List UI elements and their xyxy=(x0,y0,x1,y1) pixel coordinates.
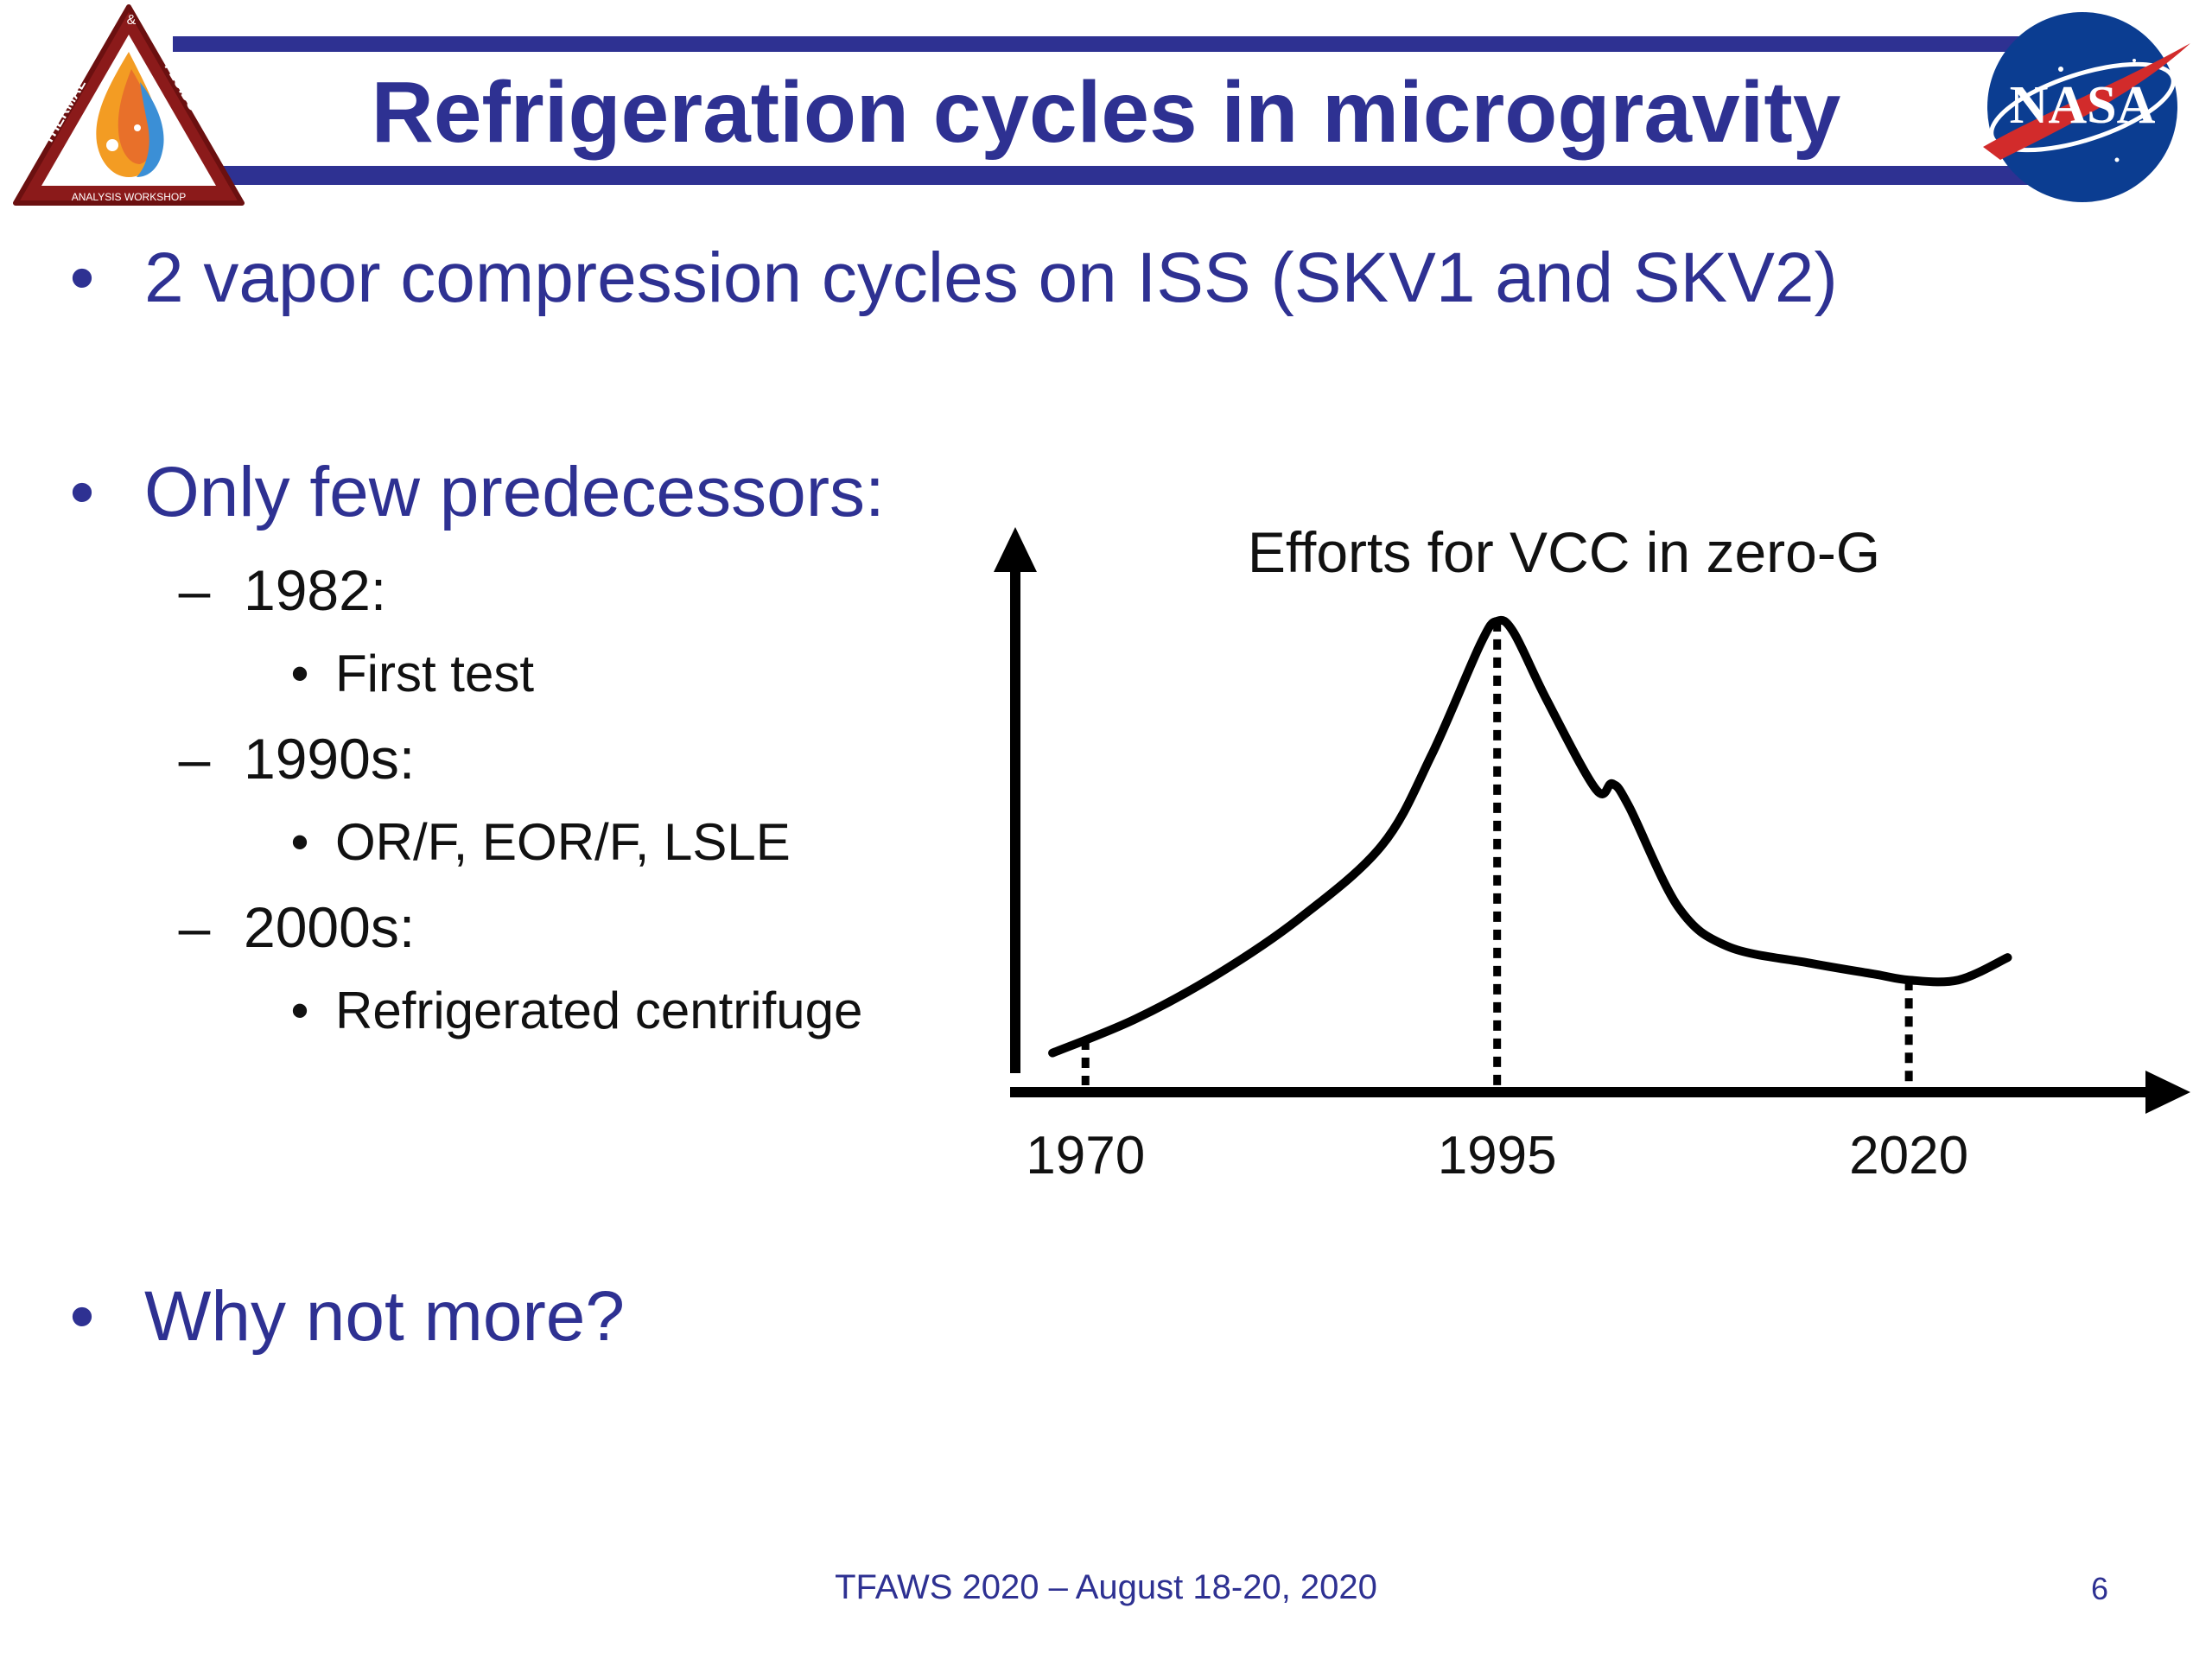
footer-text: TFAWS 2020 – August 18-20, 2020 xyxy=(835,1568,1377,1606)
sub-sub-bullet-first-test: • First test xyxy=(287,644,534,703)
x-tick-label-2020: 2020 xyxy=(1849,1126,1968,1185)
title-bar-bottom-stripe xyxy=(173,166,2039,185)
sub-sub-bullet-text: OR/F, EOR/F, LSLE xyxy=(335,813,791,871)
bullet-text: Only few predecessors: xyxy=(144,453,885,531)
sub-sub-bullet-marker: • xyxy=(290,645,309,702)
x-tick-label-1995: 1995 xyxy=(1438,1126,1557,1185)
sub-bullet-marker: – xyxy=(178,727,211,791)
tfaws-logo-top-text: & xyxy=(127,13,137,28)
bullet-why-not-more: • Why not more? xyxy=(65,1276,625,1357)
sub-sub-bullet-text: First test xyxy=(335,645,535,702)
bullet-iss-cycles: • 2 vapor compression cycles on ISS (SKV… xyxy=(65,238,1838,319)
bullet-predecessors: • Only few predecessors: xyxy=(65,452,885,533)
efforts-series-line xyxy=(1048,615,2012,1058)
nasa-logo-text: NASA xyxy=(2010,76,2156,135)
page-number: 6 xyxy=(2090,1571,2109,1606)
sub-sub-bullet-marker: • xyxy=(290,982,309,1039)
title-bar-top-stripe xyxy=(173,36,2039,52)
sub-sub-bullet-text: Refrigerated centrifuge xyxy=(335,982,863,1039)
x-tick-label-1970: 1970 xyxy=(1026,1126,1145,1185)
sub-bullet-text: 1982: xyxy=(244,558,387,622)
x-axis-arrowhead xyxy=(2145,1071,2190,1114)
sub-sub-bullet-marker: • xyxy=(290,813,309,871)
y-axis-arrowhead xyxy=(994,527,1037,572)
tfaws-logo-icon: & THERMAL FLUIDS ANALYSIS WORKSHOP xyxy=(13,4,245,206)
sub-sub-bullet-centrifuge: • Refrigerated centrifuge xyxy=(287,981,862,1040)
bullet-marker: • xyxy=(69,453,95,531)
nasa-logo-icon: NASA xyxy=(1983,12,2190,202)
bullet-text: 2 vapor compression cycles on ISS (SKV1 … xyxy=(144,238,1838,317)
bullet-marker: • xyxy=(69,238,95,317)
tfaws-logo-bottom-text: ANALYSIS WORKSHOP xyxy=(72,191,186,203)
sub-bullet-2000s: – 2000s: xyxy=(173,894,416,960)
sub-bullet-marker: – xyxy=(178,558,211,622)
sub-bullet-text: 2000s: xyxy=(244,895,416,959)
bullet-marker: • xyxy=(69,1277,95,1356)
sub-sub-bullet-orf: • OR/F, EOR/F, LSLE xyxy=(287,812,791,872)
chart-title: Efforts for VCC in zero-G xyxy=(1248,520,1880,584)
slide-title: Refrigeration cycles in microgravity xyxy=(371,64,1841,161)
sub-bullet-1990s: – 1990s: xyxy=(173,726,416,791)
sub-bullet-1982: – 1982: xyxy=(173,557,387,623)
bullet-text: Why not more? xyxy=(144,1277,625,1356)
sub-bullet-text: 1990s: xyxy=(244,727,416,791)
sub-bullet-marker: – xyxy=(178,895,211,959)
efforts-chart: Efforts for VCC in zero-G 1970 1995 2020 xyxy=(994,520,2190,1185)
